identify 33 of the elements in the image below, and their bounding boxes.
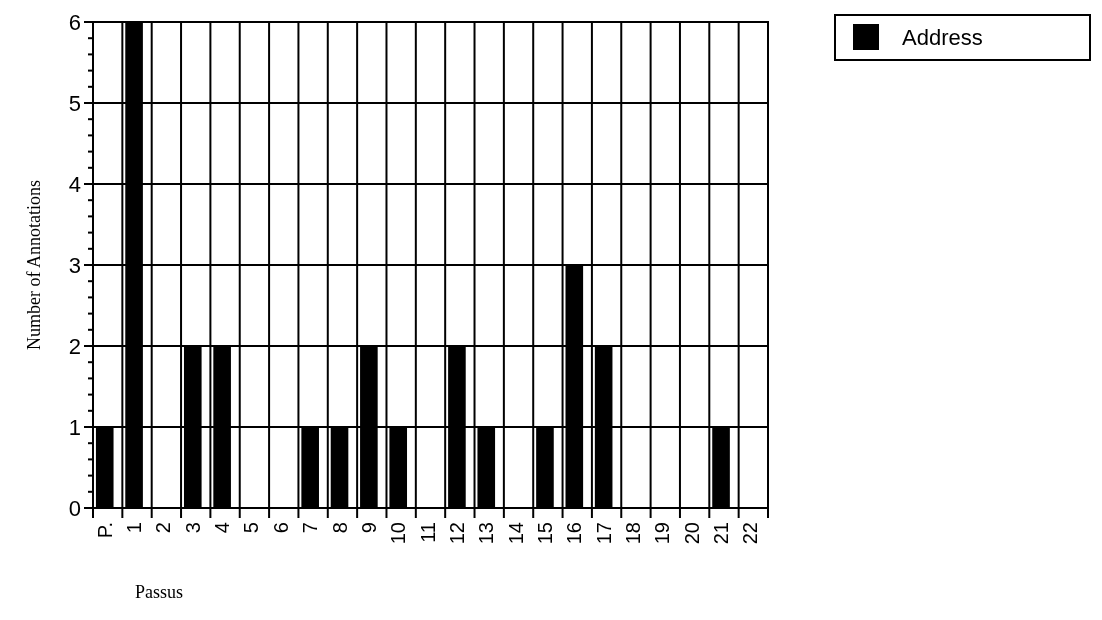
x-tick-label: 2 [152, 522, 175, 534]
y-tick-label: 5 [68, 90, 81, 116]
x-tick-label: 18 [622, 522, 644, 545]
x-tick-label: 8 [328, 522, 351, 534]
x-tick-label: 6 [269, 522, 292, 534]
y-tick-label: 3 [68, 252, 81, 278]
legend-label: Address [902, 24, 983, 50]
x-tick-label: P. [93, 522, 116, 539]
x-tick-label: 3 [181, 522, 204, 534]
x-tick-label: 12 [445, 522, 468, 545]
x-tick-label: 1 [123, 522, 146, 534]
x-tick-label: 10 [387, 522, 410, 545]
x-tick-label: 7 [299, 522, 322, 534]
x-tick-label: 17 [592, 522, 615, 545]
x-tick-label: 4 [211, 522, 234, 534]
x-tick-label: 19 [651, 522, 674, 545]
x-tick-label: 22 [739, 522, 762, 545]
x-axis-title: Passus [135, 582, 184, 602]
y-tick-label: 0 [68, 495, 81, 521]
x-tick-label: 16 [563, 522, 586, 545]
y-tick-label: 6 [68, 9, 81, 35]
y-tick-label: 1 [68, 414, 81, 440]
x-tick-label: 14 [504, 522, 527, 545]
x-tick-label: 20 [680, 522, 703, 545]
y-tick-label: 4 [68, 171, 81, 197]
x-tick-label: 5 [240, 522, 263, 534]
x-tick-label: 11 [416, 522, 439, 543]
x-tick-label: 9 [357, 522, 380, 534]
x-tick-label: 15 [533, 522, 556, 545]
y-tick-label: 2 [68, 333, 81, 359]
x-tick-label: 21 [710, 522, 733, 545]
y-axis-title: Number of Annotations [24, 180, 44, 350]
x-tick-label: 13 [475, 522, 498, 545]
